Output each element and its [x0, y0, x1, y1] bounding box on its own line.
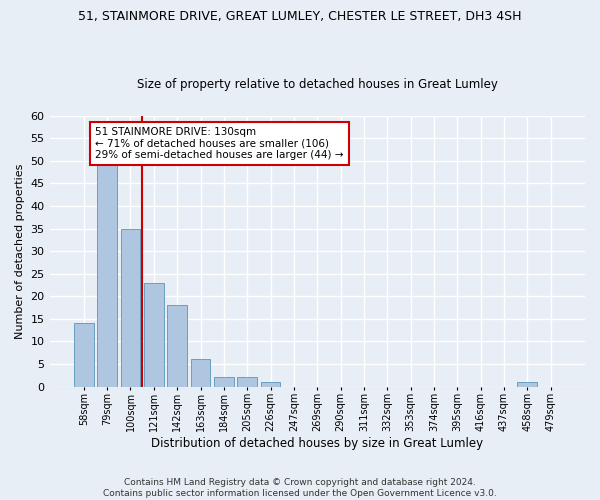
X-axis label: Distribution of detached houses by size in Great Lumley: Distribution of detached houses by size … [151, 437, 484, 450]
Bar [97, 166, 117, 386]
Bar [214, 378, 234, 386]
Bar [121, 228, 140, 386]
Bar [260, 382, 280, 386]
Bar [144, 282, 164, 387]
Y-axis label: Number of detached properties: Number of detached properties [15, 164, 25, 339]
Bar [238, 378, 257, 386]
Text: 51 STAINMORE DRIVE: 130sqm
← 71% of detached houses are smaller (106)
29% of sem: 51 STAINMORE DRIVE: 130sqm ← 71% of deta… [95, 127, 344, 160]
Bar [167, 306, 187, 386]
Bar [517, 382, 538, 386]
Text: 51, STAINMORE DRIVE, GREAT LUMLEY, CHESTER LE STREET, DH3 4SH: 51, STAINMORE DRIVE, GREAT LUMLEY, CHEST… [78, 10, 522, 23]
Title: Size of property relative to detached houses in Great Lumley: Size of property relative to detached ho… [137, 78, 498, 91]
Bar [74, 324, 94, 386]
Text: Contains HM Land Registry data © Crown copyright and database right 2024.
Contai: Contains HM Land Registry data © Crown c… [103, 478, 497, 498]
Bar [191, 360, 211, 386]
